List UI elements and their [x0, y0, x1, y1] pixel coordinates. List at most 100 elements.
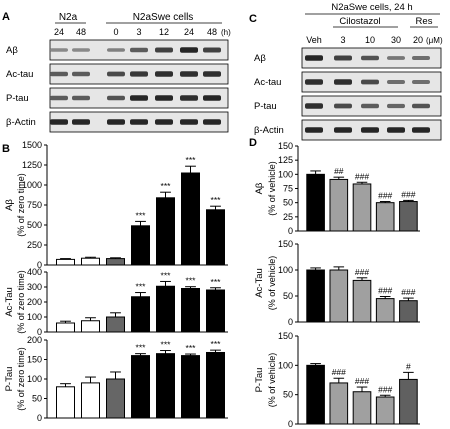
y-axis-sublabel: (% of vehicle) — [267, 353, 277, 408]
y-axis-label: Aβ — [4, 199, 15, 211]
blot-band — [50, 95, 68, 101]
blot-band — [50, 48, 68, 52]
bar — [106, 316, 125, 333]
blot-band — [305, 127, 323, 133]
y-tick-label: 0 — [37, 260, 42, 270]
lane-label: 30 — [391, 35, 401, 45]
lane-label: 3 — [136, 27, 141, 37]
blot-band — [361, 127, 379, 133]
panel-c: C N2aSwe cells, 24 h Cilostazol Res Veh … — [249, 2, 443, 141]
lane-label: 24 — [184, 27, 194, 37]
res-label: Res — [416, 16, 433, 27]
blot-label: β-Actin — [254, 125, 284, 136]
blot-band — [50, 119, 68, 125]
blot-band — [361, 103, 379, 109]
y-tick-label: 0 — [37, 327, 42, 337]
y-tick-label: 100 — [278, 169, 293, 179]
y-tick-label: 0 — [288, 419, 293, 429]
bar — [306, 173, 325, 232]
y-tick-label: 300 — [27, 282, 42, 292]
significance-mark: *** — [136, 343, 147, 353]
significance-mark: # — [406, 361, 411, 371]
blot-band — [334, 103, 352, 109]
blot-band — [203, 71, 221, 77]
bar — [329, 382, 349, 425]
bar — [375, 202, 395, 232]
bar — [81, 320, 100, 333]
significance-mark: ### — [401, 287, 415, 297]
y-tick-label: 50 — [283, 198, 293, 208]
bar — [81, 257, 100, 266]
y-tick-label: 50 — [283, 291, 293, 301]
significance-mark: ## — [334, 166, 344, 176]
blot-label: β-Actin — [6, 117, 36, 128]
blot-band — [72, 48, 90, 52]
y-tick-label: 150 — [278, 331, 293, 341]
time-unit: (h) — [221, 28, 231, 37]
blot-band — [130, 71, 148, 77]
lane-label: 48 — [207, 27, 217, 37]
significance-mark: *** — [211, 339, 222, 349]
y-tick-label: 75 — [283, 184, 293, 194]
bar — [181, 172, 200, 266]
blot-label: Ac-tau — [6, 69, 33, 80]
blot-band — [305, 55, 323, 61]
bar — [352, 391, 372, 425]
y-tick-label: 0 — [37, 413, 42, 423]
y-tick-label: 750 — [27, 200, 42, 210]
y-tick-label: 0 — [288, 317, 293, 327]
bar — [56, 258, 75, 266]
significance-mark: ### — [378, 286, 392, 296]
bar — [329, 178, 349, 232]
y-tick-label: 50 — [283, 390, 293, 400]
blot-band — [107, 48, 125, 52]
y-axis-label: P-Tau — [254, 368, 265, 393]
bar — [306, 364, 325, 425]
blot-band — [203, 47, 221, 53]
dose-unit: (μM) — [426, 36, 443, 45]
y-axis-sublabel: (% of vehicle) — [267, 256, 277, 311]
y-axis-sublabel: (% of zero time) — [16, 270, 26, 334]
bar — [106, 378, 125, 419]
y-tick-label: 25 — [283, 212, 293, 222]
panel-a: A N2a N2aSwe cells 24 48 0 3 12 24 48 (h… — [2, 11, 231, 133]
lane-label: 12 — [159, 27, 169, 37]
blot-band — [107, 71, 125, 77]
panel-d-letter: D — [249, 137, 257, 149]
blot-band — [180, 119, 198, 125]
blot-band — [203, 119, 221, 125]
bar — [399, 201, 418, 232]
blot-label: Aβ — [6, 45, 18, 56]
significance-mark: *** — [211, 277, 222, 287]
blot-band — [72, 71, 90, 77]
blot-label: Aβ — [254, 53, 266, 64]
bar — [181, 288, 200, 333]
blot-label: P-tau — [254, 101, 277, 112]
blot-band — [334, 79, 352, 85]
blot-band — [412, 80, 430, 84]
significance-mark: *** — [186, 155, 197, 165]
blot-band — [155, 47, 173, 53]
y-tick-label: 125 — [278, 155, 293, 165]
bar — [206, 351, 225, 419]
blot-band — [305, 79, 323, 85]
bar — [131, 225, 150, 266]
panel-c-letter: C — [249, 13, 257, 25]
lane-label: 3 — [340, 35, 345, 45]
significance-mark: *** — [161, 340, 172, 350]
y-tick-label: 150 — [278, 141, 293, 151]
blot-band — [361, 79, 379, 85]
significance-mark: *** — [211, 195, 222, 205]
bar-chart: 0 100 200 300 400 Ac-Tau (% of zero time) *** **… — [4, 267, 228, 337]
blot-band — [203, 95, 221, 101]
bar — [81, 382, 100, 419]
blot-band — [155, 71, 173, 77]
bar — [375, 298, 395, 323]
blot-band — [107, 119, 125, 125]
bar — [156, 285, 175, 333]
y-axis-sublabel: (% of vehicle) — [267, 161, 277, 216]
y-axis-sublabel: (% of zero time) — [16, 347, 26, 411]
